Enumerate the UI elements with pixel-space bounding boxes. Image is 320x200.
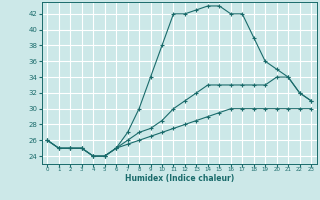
X-axis label: Humidex (Indice chaleur): Humidex (Indice chaleur) xyxy=(124,174,234,183)
